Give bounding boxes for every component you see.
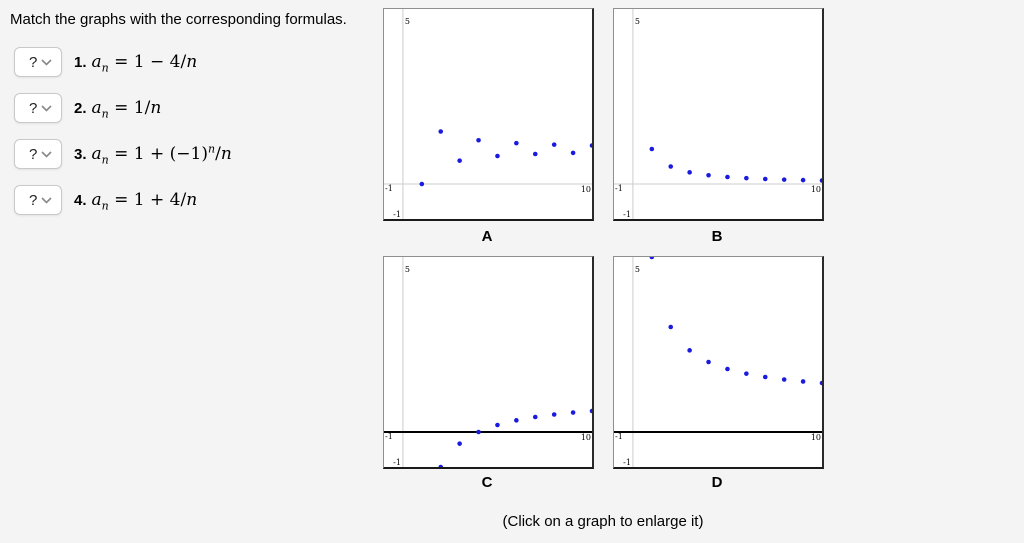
tick-label: 10 — [811, 433, 821, 442]
data-point — [589, 143, 592, 148]
formula-label-4: 4. an = 1 + 4/n — [74, 190, 198, 213]
graph-label-b: B — [711, 228, 723, 245]
tick-label: -1 — [623, 210, 631, 219]
graph-panel-a[interactable]: 5 -1 10 -1 — [383, 8, 594, 221]
data-point — [514, 140, 519, 146]
graph-panel-c[interactable]: 5 -1 10 -1 — [383, 256, 594, 469]
scatter-plot-d: 5 -1 10 -1 — [614, 257, 822, 467]
data-point — [457, 441, 462, 446]
data-point — [570, 410, 576, 415]
data-point — [781, 377, 787, 382]
data-point — [476, 137, 481, 143]
data-point — [668, 324, 674, 330]
dropdown-value-4: ? — [29, 191, 38, 209]
formula-dropdown-4[interactable]: ? — [14, 185, 62, 215]
match-row-4: ? 4. an = 1 + 4/n — [14, 185, 197, 215]
data-point — [495, 422, 500, 428]
tick-label: -1 — [385, 184, 393, 193]
formula-dropdown-2[interactable]: ? — [14, 93, 62, 123]
data-point — [457, 158, 462, 163]
data-point — [800, 379, 806, 384]
chevron-down-icon — [41, 150, 52, 158]
data-point — [762, 374, 768, 380]
match-row-2: ? 2. an = 1/n — [14, 93, 161, 123]
data-point — [514, 418, 519, 423]
data-point — [725, 174, 730, 180]
data-point — [551, 412, 557, 417]
tick-label: 10 — [811, 185, 821, 194]
data-point — [419, 181, 425, 187]
scatter-plot-c: 5 -1 10 -1 — [384, 257, 592, 467]
dropdown-value-1: ? — [29, 53, 38, 71]
dropdown-value-2: ? — [29, 99, 38, 117]
tick-label: -1 — [393, 458, 401, 467]
scatter-plot-a: 5 -1 10 -1 — [384, 9, 592, 219]
data-point — [744, 175, 749, 181]
data-point — [744, 371, 749, 376]
chevron-down-icon — [41, 58, 52, 66]
tick-label: -1 — [393, 210, 401, 219]
data-point — [762, 176, 768, 182]
data-point — [532, 414, 538, 420]
data-point — [532, 151, 538, 157]
chevron-down-icon — [41, 104, 52, 112]
data-point — [687, 170, 692, 175]
formula-dropdown-3[interactable]: ? — [14, 139, 62, 169]
tick-label: -1 — [615, 432, 623, 441]
data-point — [649, 146, 655, 152]
scatter-plot-b: 5 -1 10 -1 — [614, 9, 822, 219]
data-point — [687, 348, 692, 353]
data-point — [781, 177, 787, 182]
data-point — [725, 366, 730, 372]
data-point — [649, 257, 655, 260]
tick-label: -1 — [623, 458, 631, 467]
data-point — [551, 142, 557, 147]
tick-label: -1 — [385, 432, 393, 441]
formula-dropdown-1[interactable]: ? — [14, 47, 62, 77]
formula-label-3: 3. an = 1 + (−1)n/n — [74, 142, 232, 167]
data-point — [570, 150, 576, 156]
data-point — [495, 153, 500, 159]
data-point — [476, 429, 481, 435]
page-title: Match the graphs with the corresponding … — [10, 11, 347, 28]
match-row-3: ? 3. an = 1 + (−1)n/n — [14, 139, 232, 169]
tick-label: -1 — [615, 184, 623, 193]
tick-label: 5 — [635, 265, 640, 274]
data-point — [438, 129, 444, 134]
data-point — [706, 359, 711, 365]
graph-panel-d[interactable]: 5 -1 10 -1 — [613, 256, 824, 469]
tick-label: 5 — [405, 265, 410, 274]
data-point — [438, 464, 444, 467]
dropdown-value-3: ? — [29, 145, 38, 163]
data-point — [819, 380, 822, 386]
data-point — [668, 164, 674, 169]
graph-label-c: C — [481, 474, 493, 491]
chevron-down-icon — [41, 196, 52, 204]
data-point — [589, 408, 592, 414]
enlarge-hint: (Click on a graph to enlarge it) — [502, 513, 704, 530]
formula-label-1: 1. an = 1 − 4/n — [74, 52, 198, 75]
match-row-1: ? 1. an = 1 − 4/n — [14, 47, 197, 77]
graph-label-d: D — [711, 474, 723, 491]
tick-label: 10 — [581, 185, 591, 194]
data-point — [819, 178, 822, 183]
tick-label: 5 — [635, 17, 640, 26]
data-point — [800, 177, 806, 183]
tick-label: 5 — [405, 17, 410, 26]
graph-label-a: A — [481, 228, 493, 245]
tick-label: 10 — [581, 433, 591, 442]
formula-label-2: 2. an = 1/n — [74, 98, 162, 121]
graph-panel-b[interactable]: 5 -1 10 -1 — [613, 8, 824, 221]
data-point — [706, 172, 711, 178]
